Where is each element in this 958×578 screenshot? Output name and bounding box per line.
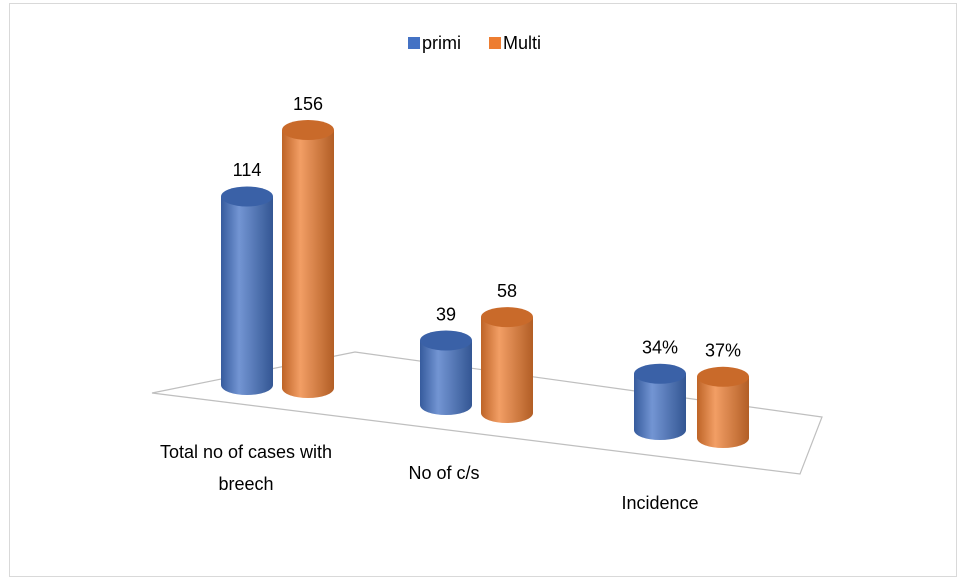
legend-swatch xyxy=(408,37,420,49)
cylinder-top xyxy=(221,186,273,207)
value-label: 37% xyxy=(705,341,741,361)
x-tick-label: Incidence xyxy=(621,493,699,513)
cylinder-side xyxy=(221,196,273,385)
cylinder xyxy=(634,363,686,440)
cylinder xyxy=(420,330,472,415)
x-tick-label: No of c/s xyxy=(408,463,480,483)
cylinder-top xyxy=(697,366,749,387)
cylinder-top xyxy=(420,330,472,351)
cylinder-top xyxy=(481,307,533,328)
value-label: 156 xyxy=(293,94,323,114)
value-label: 39 xyxy=(436,304,456,324)
x-tick-label: Total no of cases with breech xyxy=(159,442,333,494)
value-label: 34% xyxy=(642,338,678,358)
legend-label: Multi xyxy=(503,33,541,53)
cylinder-top xyxy=(282,120,334,140)
cylinder-side xyxy=(481,317,533,413)
cylinder xyxy=(221,186,273,395)
cylinder-side xyxy=(282,130,334,388)
cylinder-side xyxy=(697,376,749,438)
chart-border xyxy=(9,3,957,577)
legend-label: primi xyxy=(422,33,461,53)
legend-swatch xyxy=(489,37,501,49)
cylinder xyxy=(697,366,749,448)
value-label: 114 xyxy=(233,160,262,180)
cylinder xyxy=(481,307,533,423)
cylinder-side xyxy=(420,340,472,405)
cylinder xyxy=(282,120,334,398)
cylinder-top xyxy=(634,363,686,384)
value-label: 58 xyxy=(497,281,517,301)
